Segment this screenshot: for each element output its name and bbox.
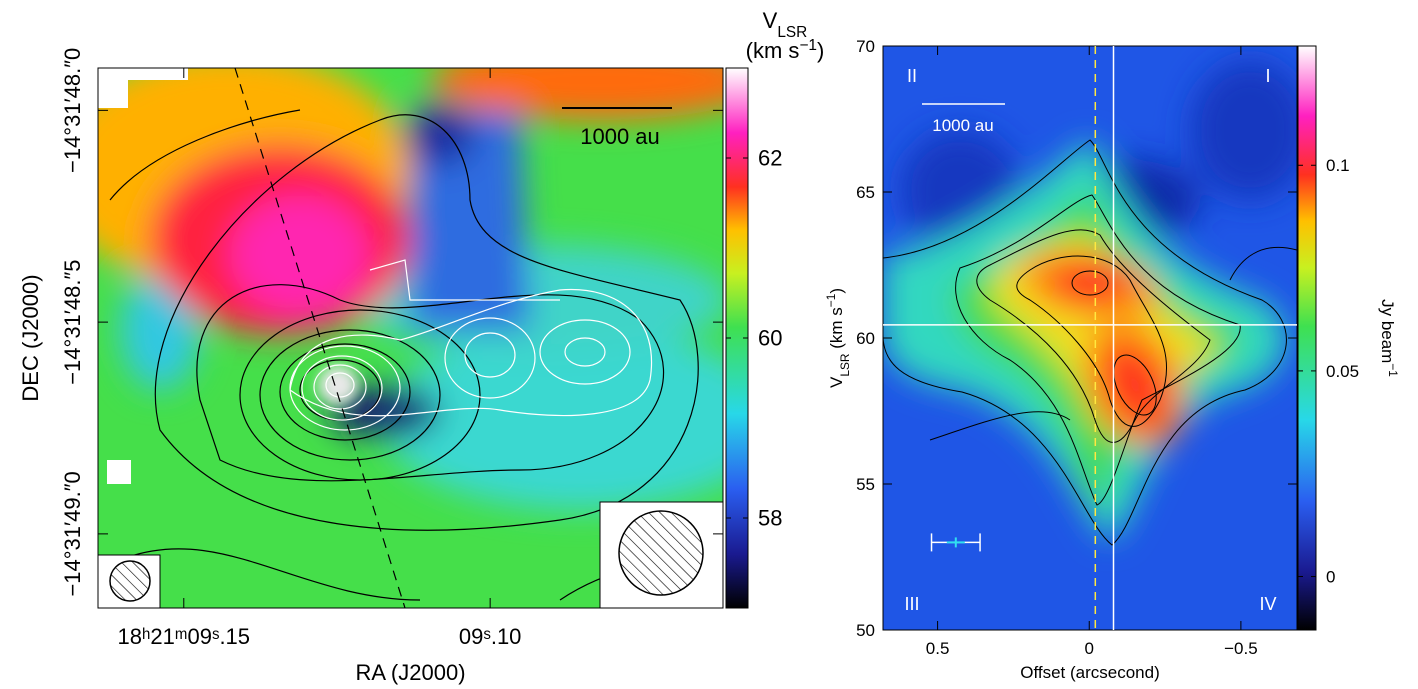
x-tick-label: 0.5 xyxy=(926,639,950,658)
y-tick-label: 50 xyxy=(856,621,875,640)
label-part: LSR xyxy=(777,24,807,41)
label-part: (km s xyxy=(827,307,846,353)
label-part: V xyxy=(827,376,846,388)
colorbar-tick-label: 60 xyxy=(758,326,782,351)
quadrant-label: IV xyxy=(1259,594,1276,614)
label-part: −1 xyxy=(1386,363,1400,377)
label-part: (km s xyxy=(746,38,800,63)
y-axis-label: DEC (J2000) xyxy=(18,274,43,401)
label-part: −1 xyxy=(799,37,817,54)
axis-label: (km s−1) xyxy=(746,37,825,64)
y-tick-label: 60 xyxy=(856,329,875,348)
y-tick-label: 65 xyxy=(856,183,875,202)
plot-frame xyxy=(97,67,724,609)
x-tick-label: 09ˢ.10 xyxy=(459,624,522,649)
label-part: LSR xyxy=(838,353,852,377)
axis-label: Jy beam−1 xyxy=(1378,299,1400,377)
colorbar-tick-label: 62 xyxy=(758,146,782,171)
y-tick-label: −14°31′49.″0 xyxy=(60,471,85,596)
axis-label: VLSR (km s−1) xyxy=(824,288,852,388)
annotation: 1000 au xyxy=(932,116,993,135)
label-part: ) xyxy=(827,288,846,294)
quadrant-label: III xyxy=(904,594,919,614)
label-part: ) xyxy=(817,38,824,63)
x-axis-label: Offset (arcsecond) xyxy=(1020,663,1160,682)
axis-label: VLSR xyxy=(763,8,808,41)
pv-diagram xyxy=(883,46,1297,630)
quadrant-label: I xyxy=(1265,66,1270,86)
y-tick-label: −14°31′48.″0 xyxy=(60,48,85,173)
velocity-map xyxy=(98,68,723,608)
colorbar-tick-label: 58 xyxy=(758,506,782,531)
colorbar-tick-label: 0.1 xyxy=(1326,156,1350,175)
x-tick-label: −0.5 xyxy=(1224,639,1258,658)
y-tick-label: −14°31′48.″5 xyxy=(60,259,85,384)
colorbar-tick-label: 0.05 xyxy=(1326,362,1359,381)
label-part: V xyxy=(763,8,778,33)
colorbar-tick-label: 0 xyxy=(1326,567,1335,586)
error-bar xyxy=(930,533,981,552)
y-tick-label: 70 xyxy=(856,37,875,56)
label-part: −1 xyxy=(824,293,838,307)
label-part: Jy beam xyxy=(1378,299,1397,363)
quadrant-label: II xyxy=(907,66,917,86)
x-tick-label: 0 xyxy=(1085,639,1094,658)
y-tick-label: 55 xyxy=(856,475,875,494)
x-axis-label: RA (J2000) xyxy=(355,660,465,685)
x-tick-label: 18ʰ21ᵐ09ˢ.15 xyxy=(118,624,251,649)
annotation: 1000 au xyxy=(580,124,660,149)
colorbar xyxy=(1297,45,1317,631)
